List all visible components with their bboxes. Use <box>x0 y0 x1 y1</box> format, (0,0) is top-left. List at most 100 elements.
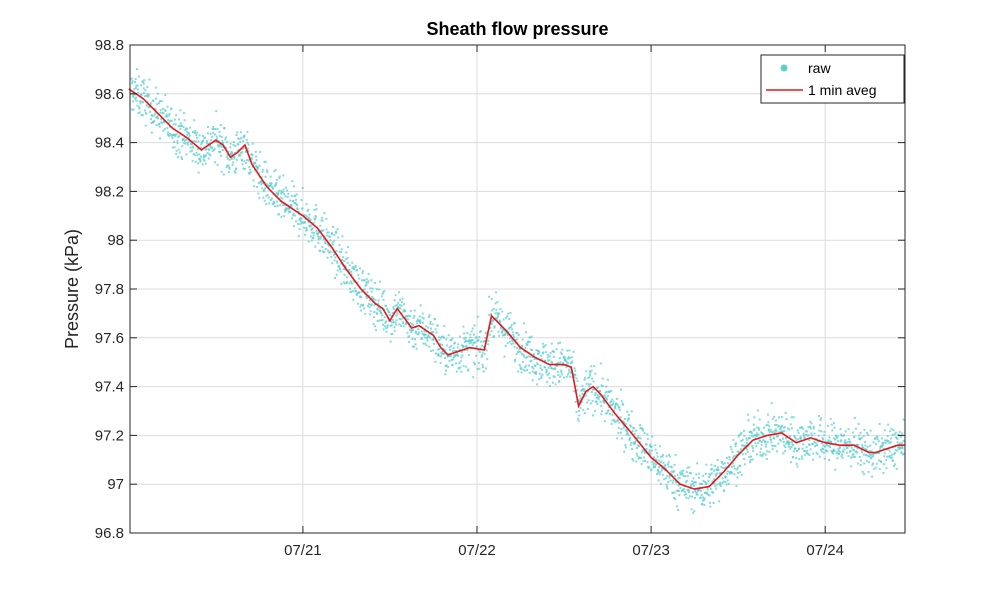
raw-point <box>858 456 861 458</box>
raw-point <box>336 261 339 264</box>
raw-point <box>539 354 542 357</box>
raw-point <box>701 483 704 485</box>
raw-point <box>795 439 798 442</box>
raw-point <box>338 244 341 247</box>
raw-point <box>794 447 797 450</box>
raw-point <box>144 89 147 92</box>
raw-point <box>204 136 207 139</box>
raw-point <box>664 464 667 467</box>
raw-point <box>534 364 537 367</box>
raw-point <box>430 327 432 330</box>
raw-point <box>370 303 373 306</box>
raw-point <box>214 161 216 164</box>
raw-point <box>164 110 167 112</box>
raw-point <box>558 380 561 383</box>
raw-point <box>421 312 424 315</box>
raw-point <box>750 430 753 433</box>
raw-point <box>131 82 134 85</box>
raw-point <box>231 151 234 154</box>
raw-point <box>168 132 171 135</box>
raw-point <box>716 466 719 469</box>
raw-point <box>569 371 572 374</box>
raw-point <box>633 427 635 430</box>
raw-point <box>170 134 173 137</box>
raw-point <box>799 435 802 438</box>
raw-point <box>813 441 816 444</box>
raw-point <box>496 317 499 320</box>
raw-point <box>312 237 315 239</box>
raw-point <box>241 147 244 150</box>
raw-point <box>351 261 354 264</box>
raw-point <box>740 473 743 476</box>
raw-point <box>528 371 531 374</box>
raw-point <box>400 324 402 327</box>
raw-point <box>738 434 741 437</box>
raw-point <box>795 462 798 465</box>
raw-point <box>709 474 712 476</box>
raw-point <box>636 437 639 440</box>
raw-point <box>283 210 286 213</box>
raw-point <box>885 467 888 470</box>
raw-point <box>864 441 866 444</box>
raw-point <box>889 457 892 459</box>
raw-point <box>164 94 167 96</box>
raw-point <box>444 357 446 359</box>
raw-point <box>440 351 443 354</box>
raw-point <box>725 466 728 469</box>
raw-point <box>625 446 627 449</box>
raw-point <box>359 309 362 312</box>
raw-point <box>487 343 489 346</box>
raw-point <box>210 139 213 142</box>
raw-point <box>552 350 554 353</box>
raw-point <box>637 435 640 438</box>
raw-point <box>147 95 150 98</box>
raw-point <box>792 450 795 453</box>
y-tick-label: 98.2 <box>95 183 124 200</box>
raw-point <box>216 163 219 166</box>
raw-point <box>237 143 240 146</box>
raw-point <box>732 455 735 458</box>
raw-point <box>526 369 528 372</box>
raw-point <box>538 378 541 381</box>
raw-point <box>488 333 491 336</box>
raw-point <box>321 219 324 222</box>
raw-point <box>721 461 723 464</box>
raw-point <box>731 471 734 474</box>
raw-point <box>820 442 823 445</box>
raw-point <box>394 294 397 297</box>
raw-point <box>565 375 568 378</box>
raw-point <box>822 444 825 447</box>
raw-point <box>615 420 618 423</box>
raw-point <box>178 134 181 137</box>
raw-point <box>173 133 176 136</box>
raw-point <box>335 231 337 234</box>
raw-point <box>373 282 376 284</box>
raw-point <box>733 465 736 468</box>
raw-point <box>448 359 451 362</box>
raw-point <box>220 136 223 138</box>
raw-point <box>809 420 812 423</box>
raw-point <box>510 343 513 346</box>
raw-point <box>465 344 468 347</box>
raw-point <box>656 452 659 454</box>
raw-point <box>568 357 571 360</box>
raw-point <box>709 505 712 508</box>
raw-point <box>334 252 337 255</box>
raw-point <box>879 448 882 451</box>
raw-point <box>362 304 365 307</box>
raw-point <box>881 443 884 446</box>
raw-point <box>591 377 594 380</box>
raw-point <box>191 149 193 152</box>
raw-point <box>390 320 392 323</box>
raw-point <box>902 452 905 455</box>
raw-point <box>783 430 786 433</box>
raw-point <box>548 377 551 380</box>
raw-point <box>243 160 246 163</box>
raw-point <box>876 452 879 455</box>
raw-point <box>246 130 249 133</box>
raw-point <box>760 440 763 443</box>
raw-point <box>714 474 717 477</box>
raw-point <box>784 446 787 449</box>
raw-point <box>671 481 674 484</box>
raw-point <box>285 209 288 212</box>
